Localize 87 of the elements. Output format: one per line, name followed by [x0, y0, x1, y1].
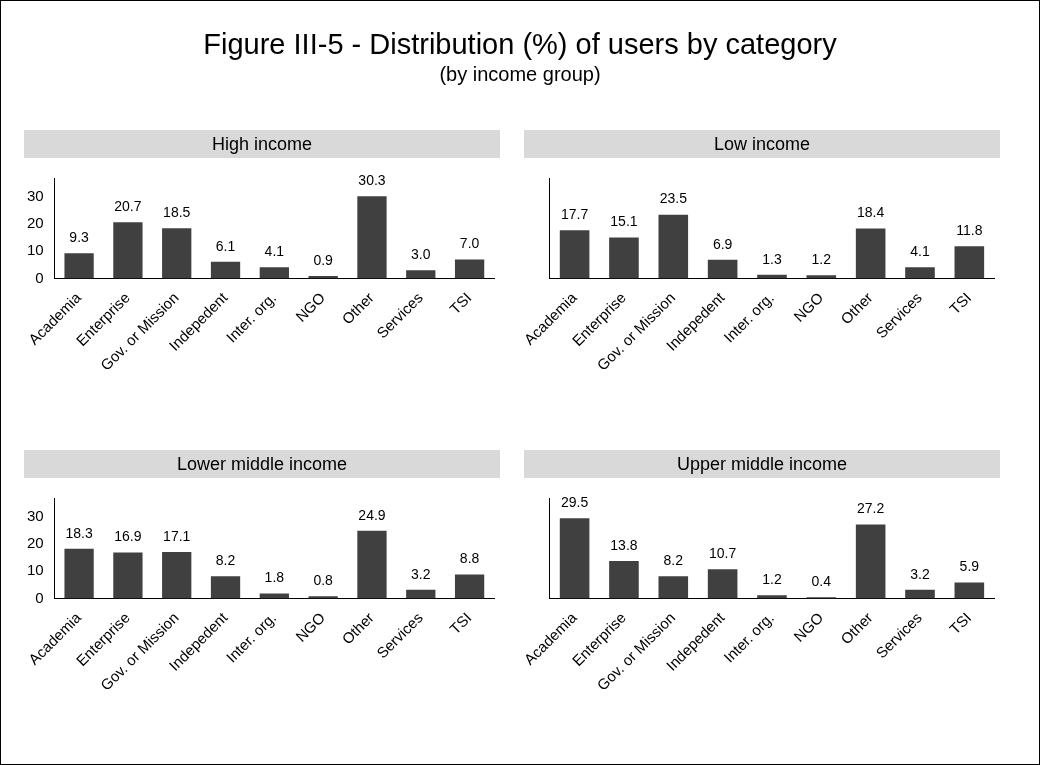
data-label: 1.8: [264, 569, 285, 586]
y-tick-label: 20: [27, 534, 44, 552]
data-label: 8.8: [459, 550, 480, 567]
data-label: 10.7: [709, 545, 737, 562]
bar: [954, 582, 985, 599]
bar: [707, 569, 738, 599]
data-label: 0.9: [313, 251, 334, 268]
bar: [210, 261, 241, 279]
bar: [658, 576, 689, 599]
data-label: 23.5: [659, 190, 688, 207]
data-label: 1.2: [811, 250, 832, 267]
x-tick-label: TSI: [945, 608, 975, 638]
data-label: 29.5: [560, 494, 589, 511]
y-tick-label: 10: [27, 561, 44, 579]
data-label: 17.1: [163, 527, 191, 544]
bar: [757, 595, 787, 599]
data-label: 15.1: [610, 213, 638, 230]
data-label: 13.8: [610, 536, 638, 553]
y-tick-label: 0: [35, 588, 44, 606]
bar: [609, 560, 639, 599]
data-label: 9.3: [69, 229, 90, 246]
bar: [64, 253, 94, 279]
data-label: 16.9: [114, 528, 142, 545]
bar: [806, 275, 837, 279]
data-label: 30.3: [358, 172, 386, 189]
data-label: 4.1: [910, 243, 930, 260]
bar: [954, 246, 985, 279]
data-label: 11.8: [956, 222, 983, 239]
data-label: 18.5: [163, 204, 191, 221]
chart-title: Lower middle income: [24, 450, 500, 478]
bar: [454, 259, 485, 279]
bar: [406, 589, 436, 599]
bar: [454, 574, 485, 599]
bar: [259, 267, 289, 279]
data-label: 20.7: [114, 198, 142, 215]
bar: [855, 524, 886, 599]
y-tick-label: 10: [27, 241, 44, 259]
data-label: 3.0: [411, 246, 431, 263]
bar: [210, 576, 241, 599]
bar: [357, 530, 387, 599]
y-tick-label: 20: [27, 214, 44, 232]
data-label: 0.4: [811, 573, 832, 590]
x-tick-label: TSI: [446, 608, 475, 638]
bar: [905, 267, 935, 279]
bar: [559, 518, 590, 599]
bar: [64, 548, 94, 599]
text: (by income group): [438, 63, 602, 86]
data-label: 6.9: [712, 235, 733, 252]
chart-title: Low income: [524, 130, 1000, 158]
chart-title: High income: [24, 130, 500, 158]
y-tick-label: 30: [27, 507, 44, 525]
bar: [357, 196, 387, 279]
data-label: 17.7: [560, 206, 589, 223]
text: Figure III-5 - Distribution (%) of users by category: [202, 28, 838, 61]
bar: [162, 551, 192, 599]
data-label: 1.2: [762, 570, 782, 587]
bar: [113, 222, 143, 279]
data-label: 3.2: [411, 565, 431, 582]
data-label: 18.3: [65, 524, 93, 541]
bar: [406, 270, 436, 279]
chart-title: Upper middle income: [524, 450, 1000, 478]
y-tick-label: 30: [27, 187, 44, 205]
y-tick-label: 0: [35, 268, 44, 286]
x-tick-label: TSI: [446, 288, 475, 318]
data-label: 6.1: [215, 237, 236, 254]
data-label: 18.4: [857, 204, 885, 221]
data-label: 8.2: [663, 552, 684, 568]
data-label: 5.9: [959, 558, 980, 575]
data-label: 0.8: [313, 572, 334, 589]
bar: [113, 552, 143, 599]
bar: [707, 259, 738, 279]
bar: [658, 214, 689, 279]
data-label: 7.0: [459, 235, 480, 252]
data-label: 1.3: [762, 250, 782, 267]
bar: [855, 228, 886, 279]
bar: [905, 589, 935, 599]
bar: [259, 593, 289, 599]
data-label: 24.9: [358, 506, 386, 523]
data-label: 3.2: [910, 565, 930, 582]
bar: [308, 596, 338, 599]
data-label: 8.2: [215, 552, 236, 568]
bar: [162, 228, 192, 279]
x-tick-label: TSI: [945, 288, 975, 318]
bar: [559, 230, 590, 279]
bar: [609, 237, 639, 279]
data-label: 4.1: [264, 243, 285, 260]
data-label: 27.2: [857, 500, 885, 517]
